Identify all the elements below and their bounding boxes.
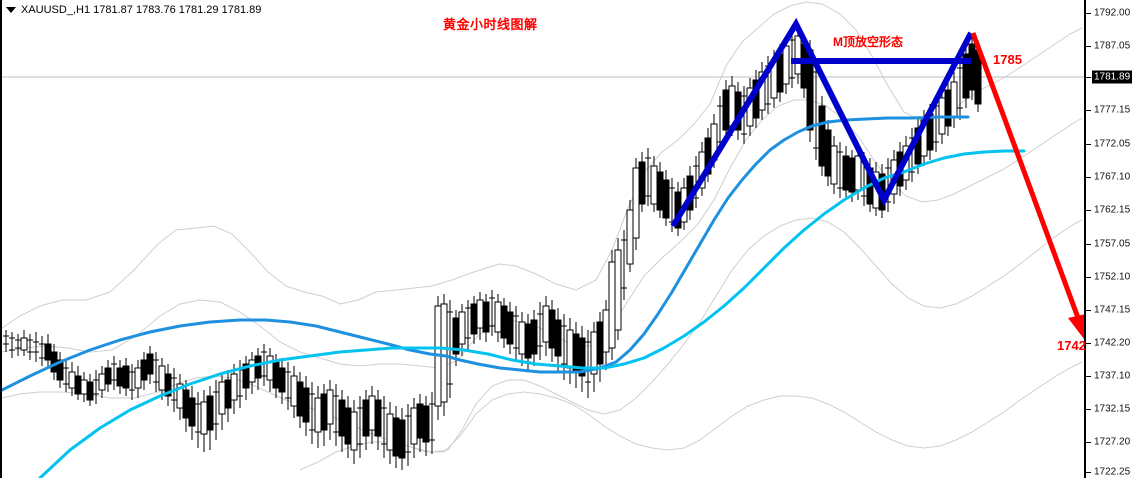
price-label: 1727.20 [1094,436,1131,448]
current-price-label: 1781.89 [1092,70,1133,84]
symbol-quote-text: XAUUSD_,H1 1781.87 1783.76 1781.29 1781.… [21,4,262,16]
arrow-head [1068,314,1084,340]
price-label: 1722.25 [1094,466,1131,478]
chart-left-border [0,0,2,478]
price-label: 1757.05 [1094,238,1131,250]
price-label: 1762.15 [1094,204,1131,216]
price-chart-svg [0,1,1084,478]
chart-plot-area[interactable] [0,0,1084,478]
price-label: 1777.15 [1094,104,1131,116]
price-label: 1787.05 [1094,40,1131,52]
arrow-shaft [970,32,1084,327]
moving-average-slow [38,149,1026,478]
price-tick [1086,210,1091,211]
price-label: 1792.00 [1094,7,1131,19]
chevron-down-icon[interactable] [6,7,16,13]
price-tick [1086,13,1091,14]
price-scale[interactable]: 1792.00 1787.05 1781.89 1777.15 1772.05 1767.… [1086,0,1140,478]
price-tick [1086,442,1091,443]
pattern-label: M顶放空形态 [833,35,903,49]
price-tick [1086,277,1091,278]
price-tick [1086,472,1091,473]
price-tick [1086,77,1091,78]
price-tick [1086,110,1091,111]
price-tick [1086,46,1091,47]
price-tick [1086,376,1091,377]
price-label: 1732.15 [1094,403,1131,415]
price-tick [1086,144,1091,145]
price-label: 1742.20 [1094,337,1131,349]
price-label: 1772.05 [1094,138,1131,150]
chart-right-border [1084,0,1086,478]
price-label: 1767.10 [1094,171,1131,183]
bollinger-bands [1,1,1083,471]
price-tick [1086,343,1091,344]
price-label: 1747.15 [1094,304,1131,316]
price-tick [1086,409,1091,410]
chart-title: 黄金小时线图解 [443,17,538,32]
bearish-projection-arrow[interactable] [970,32,1084,343]
m-top-pattern[interactable] [670,17,974,228]
price-tick [1086,310,1091,311]
candlestick-series [3,26,982,470]
price-tick [1086,244,1091,245]
target-level-label: 1742 [1057,338,1086,353]
m-top-zigzag [670,17,974,228]
moving-average-fast [0,115,970,392]
price-label: 1737.10 [1094,370,1131,382]
price-label: 1752.10 [1094,271,1131,283]
price-tick [1086,177,1091,178]
resistance-level-label: 1785 [993,52,1022,67]
symbol-quote-bar[interactable]: XAUUSD_,H1 1781.87 1783.76 1781.29 1781.… [6,2,261,18]
